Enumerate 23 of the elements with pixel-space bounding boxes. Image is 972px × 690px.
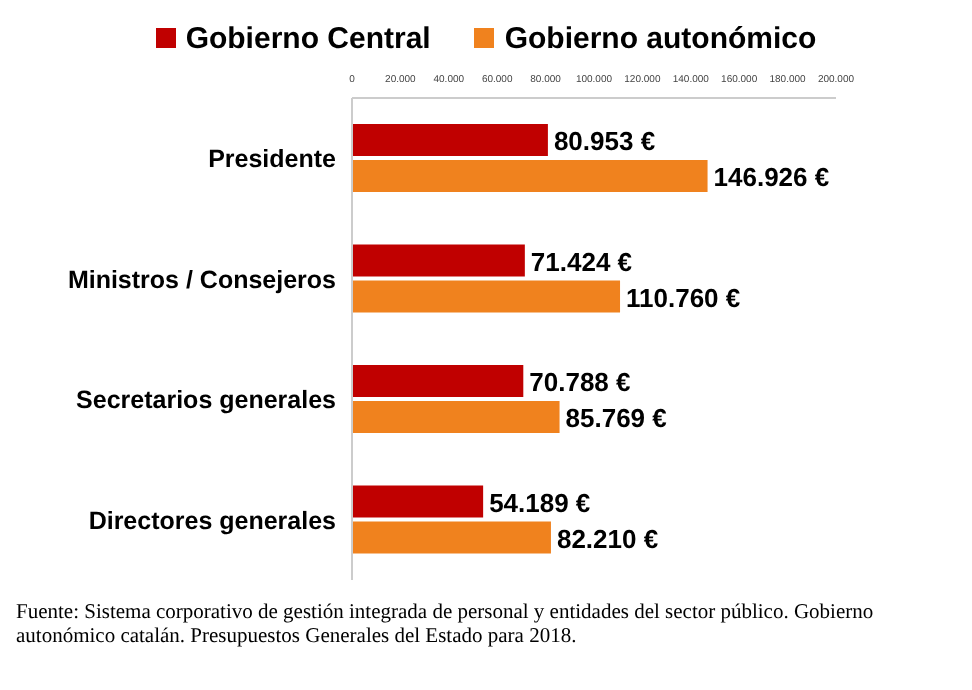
bar xyxy=(352,485,484,518)
data-label: 85.769 € xyxy=(565,403,667,433)
data-label: 70.788 € xyxy=(529,367,631,397)
legend-label: Gobierno Central xyxy=(183,21,431,55)
data-label: 80.953 € xyxy=(553,126,656,156)
y-tick-label: Secretarios generales xyxy=(76,386,337,415)
data-label: 146.926 € xyxy=(713,162,830,192)
y-tick-label: Ministros / Consejeros xyxy=(67,265,337,294)
y-tick-label: Presidente xyxy=(208,145,337,174)
data-label: 110.760 € xyxy=(626,282,741,313)
bar xyxy=(352,160,708,192)
bar xyxy=(352,365,524,397)
y-tick-label: Directores generales xyxy=(88,506,337,535)
data-label: 82.210 € xyxy=(556,523,659,554)
bar xyxy=(352,244,525,277)
data-label: 71.424 € xyxy=(530,246,633,277)
data-label: 54.189 € xyxy=(489,487,591,518)
source-note: Fuente: Sistema corporativo de gestión integrada de personal y entidades del sector público. Gobierno autonómico catalán. Presupuestos Generales del Estado para 2018. xyxy=(16,602,876,651)
bar xyxy=(352,280,621,313)
legend-label: Gobierno autonómico xyxy=(502,21,817,55)
bar xyxy=(352,124,548,156)
bar xyxy=(352,521,551,554)
bar xyxy=(352,401,560,433)
